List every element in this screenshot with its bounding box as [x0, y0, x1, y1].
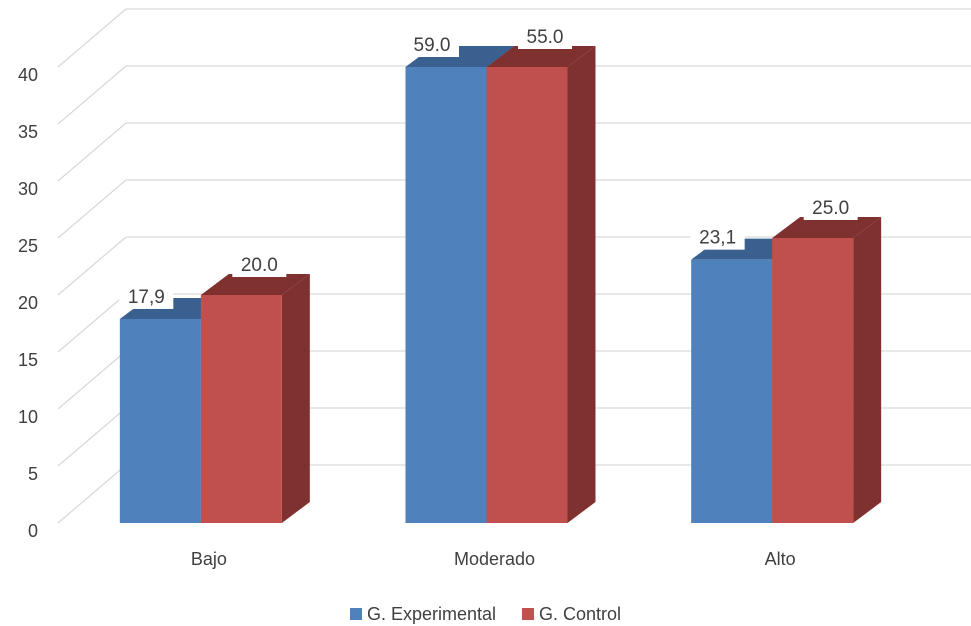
data-label-bg-alto-1	[803, 195, 858, 220]
bar-top-alto-1	[772, 217, 882, 238]
y-tick-label-8: 40	[18, 65, 38, 85]
bar-side-alto-1	[853, 217, 882, 523]
data-label-alto-1: 25.0	[812, 198, 849, 219]
grid-depth-5	[57, 179, 127, 239]
y-tick-label-5: 25	[18, 236, 38, 256]
bar-bajo-0	[119, 318, 201, 523]
bar-side-bajo-1	[281, 274, 310, 523]
bar-alto-0	[691, 259, 773, 523]
data-label-bajo-0: 17,9	[128, 287, 165, 308]
data-label-bg-alto-0	[690, 224, 745, 250]
bar-top-bajo-1	[200, 274, 310, 295]
grid-depth-7	[57, 65, 127, 125]
y-tick-label-3: 15	[18, 350, 38, 370]
grid-depth-6	[57, 122, 127, 182]
data-label-moderado-1: 55.0	[527, 27, 564, 48]
data-label-bg-bajo-0	[119, 283, 174, 309]
bar-moderado-1	[486, 67, 568, 523]
data-label-moderado-0: 59.0	[414, 35, 451, 56]
grid-depth-4	[57, 236, 127, 296]
legend-item-experimental: G. Experimental	[349, 603, 497, 625]
x-tick-label-0: Bajo	[191, 549, 227, 569]
grid-depth-8	[57, 8, 127, 68]
legend-label-experimental: G. Experimental	[366, 603, 497, 624]
bar-side-moderado-1	[567, 46, 596, 523]
grid-depth-0	[57, 464, 127, 524]
legend-swatch-experimental	[349, 608, 362, 620]
legend-label-control: G. Control	[539, 603, 622, 624]
y-tick-label-1: 5	[28, 464, 38, 484]
data-label-bg-moderado-0	[405, 32, 459, 57]
data-label-alto-0: 23,1	[699, 228, 736, 249]
bar-top-moderado-1	[486, 46, 596, 67]
y-tick-label-2: 10	[18, 407, 38, 427]
data-label-bajo-1: 20.0	[241, 255, 278, 276]
y-tick-label-6: 30	[18, 179, 38, 199]
data-label-bg-moderado-1	[518, 24, 572, 49]
grid-depth-2	[57, 350, 127, 410]
bar-bajo-1	[200, 295, 282, 523]
chart: 0 5 10 15 20 25 30 35 40 17,9 20.0 Bajo 59.0 55.0 Mode…	[18, 8, 971, 569]
data-label-bg-bajo-1	[232, 252, 287, 277]
y-tick-label-0: 0	[28, 521, 38, 541]
legend: G. Experimental G. Control	[0, 602, 971, 626]
x-tick-label-1: Moderado	[454, 549, 535, 569]
legend-item-control: G. Control	[522, 604, 621, 625]
x-tick-label-2: Alto	[765, 549, 796, 569]
grid-depth-1	[57, 407, 127, 467]
legend-swatch-control	[522, 608, 535, 620]
bar-alto-1	[772, 238, 854, 523]
grid-depth-3	[57, 293, 127, 353]
bar-moderado-0	[405, 67, 487, 523]
y-tick-label-4: 20	[18, 293, 38, 313]
y-tick-label-7: 35	[18, 122, 38, 142]
